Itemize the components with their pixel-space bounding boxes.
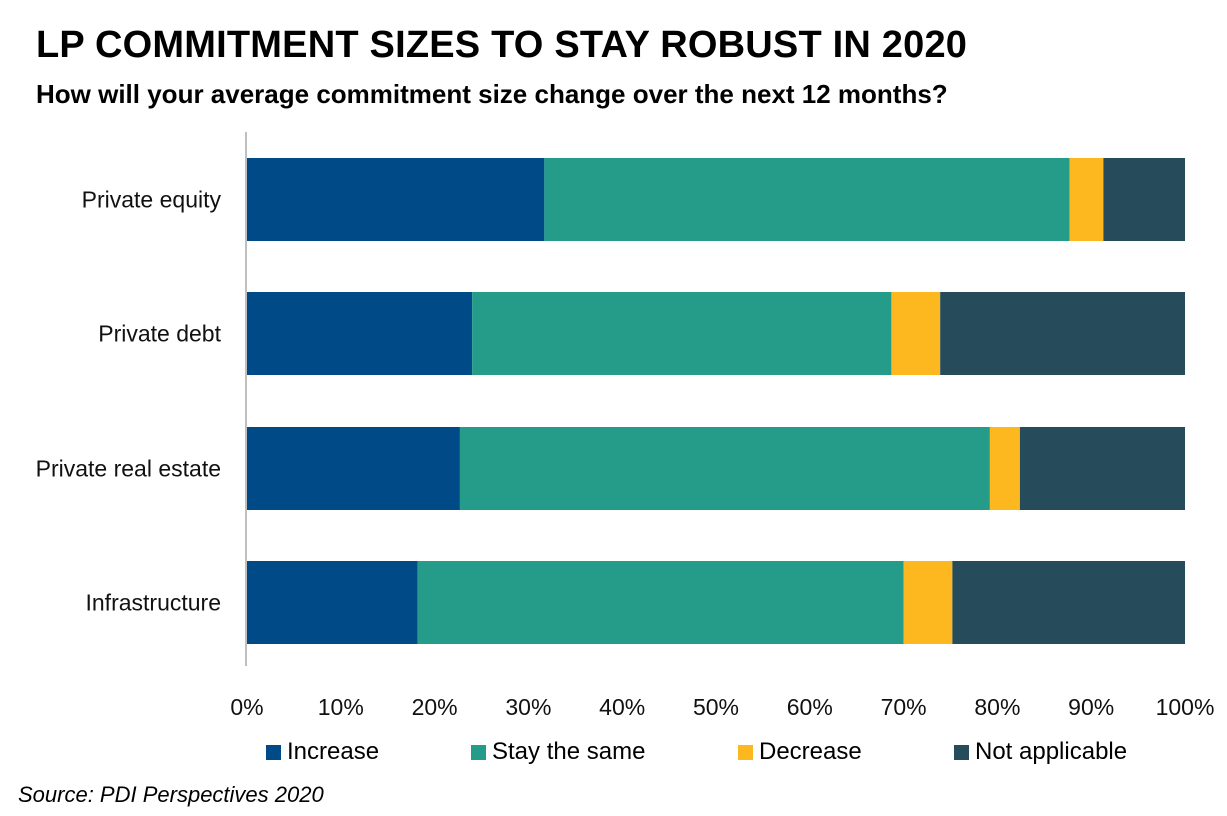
bar-segment-private-equity-increase xyxy=(247,158,545,241)
legend-swatch xyxy=(954,744,969,760)
legend-item: Stay the same xyxy=(471,738,645,766)
category-label: Private real estate xyxy=(36,456,221,482)
bar-segment-private-real-estate-stay-the-same xyxy=(459,427,990,510)
legend-swatch xyxy=(266,744,281,760)
legend-swatch xyxy=(471,744,486,760)
chart-subtitle: How will your average commitment size ch… xyxy=(36,79,948,109)
bar-segment-private-equity-decrease xyxy=(1069,158,1104,241)
bar-segment-infrastructure-stay-the-same xyxy=(417,561,904,644)
category-label: Private debt xyxy=(98,321,221,347)
x-tick-label: 70% xyxy=(881,694,927,720)
x-tick-label: 0% xyxy=(230,694,263,720)
bar-segment-infrastructure-increase xyxy=(247,561,418,644)
chart-title: LP COMMITMENT SIZES TO STAY ROBUST IN 20… xyxy=(36,24,968,66)
x-tick-label: 30% xyxy=(505,694,551,720)
bar-segment-infrastructure-decrease xyxy=(903,561,953,644)
source-note: Source: PDI Perspectives 2020 xyxy=(18,782,324,807)
legend-label: Stay the same xyxy=(492,738,646,765)
category-label: Private equity xyxy=(82,187,222,213)
bar-segment-private-debt-decrease xyxy=(891,292,941,375)
bar-segment-private-real-estate-not-applicable xyxy=(1019,427,1185,510)
x-tick-label: 20% xyxy=(412,694,458,720)
x-tick-label: 100% xyxy=(1156,694,1215,720)
category-label: Infrastructure xyxy=(86,590,222,616)
legend-label: Not applicable xyxy=(975,738,1128,765)
x-tick-label: 60% xyxy=(787,694,833,720)
x-tick-label: 50% xyxy=(693,694,739,720)
legend-label: Decrease xyxy=(759,738,862,765)
legend-swatch xyxy=(738,744,753,760)
bar-segment-private-equity-not-applicable xyxy=(1103,158,1185,241)
legend-item: Decrease xyxy=(738,738,862,766)
x-tick-label: 10% xyxy=(318,694,364,720)
bar-segment-private-debt-increase xyxy=(247,292,473,375)
x-tick-label: 40% xyxy=(599,694,645,720)
legend-item: Not applicable xyxy=(954,738,1127,766)
bar-segment-infrastructure-not-applicable xyxy=(952,561,1185,644)
bar-segment-private-debt-stay-the-same xyxy=(472,292,892,375)
bar-segment-private-real-estate-decrease xyxy=(989,427,1020,510)
x-tick-label: 90% xyxy=(1068,694,1114,720)
x-tick-label: 80% xyxy=(974,694,1020,720)
legend: Increase Stay the same Decrease Not applica… xyxy=(0,738,1227,770)
bar-segment-private-equity-stay-the-same xyxy=(544,158,1070,241)
bar-segment-private-debt-not-applicable xyxy=(940,292,1185,375)
legend-label: Increase xyxy=(287,738,380,765)
legend-item: Increase xyxy=(266,738,379,766)
stacked-bar-chart: Private equity Private debt Private real e… xyxy=(36,132,1215,720)
bar-segment-private-real-estate-increase xyxy=(247,427,460,510)
